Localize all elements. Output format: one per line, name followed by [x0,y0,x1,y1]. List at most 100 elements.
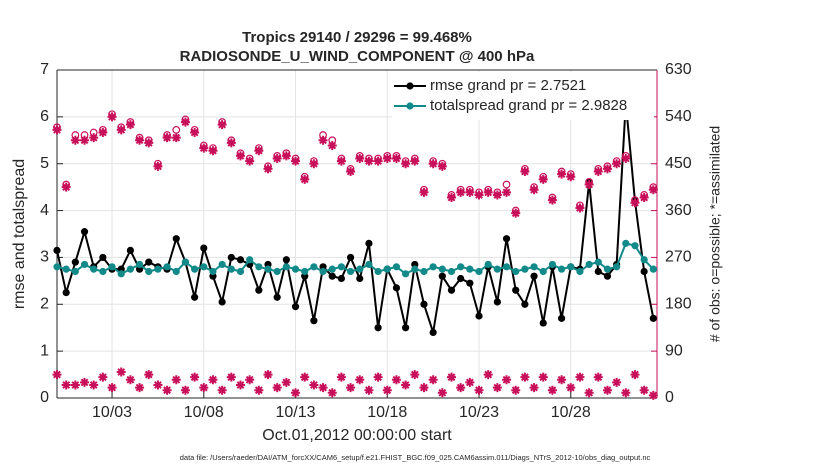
data-point [191,293,199,301]
data-point [208,146,218,156]
data-point [327,388,337,398]
data-point [622,239,630,247]
data-point [492,190,502,200]
data-point [557,169,567,179]
data-point [483,370,493,380]
data-point [493,265,501,273]
data-point [538,372,548,382]
data-point [382,154,392,164]
data-point [630,198,640,208]
data-point [437,161,447,171]
data-point [410,156,420,166]
data-point [107,383,117,393]
data-point [648,390,658,400]
data-point [53,263,61,271]
data-point [420,267,428,276]
data-point [318,383,328,393]
data-point [484,260,492,269]
data-point [245,156,255,166]
data-point [365,239,373,247]
data-point [254,385,264,395]
data-point [512,267,520,276]
data-point [391,375,401,385]
data-point [301,267,309,276]
data-point [227,253,235,262]
data-point [264,265,272,273]
data-point [336,156,346,166]
data-point [117,270,125,278]
data-point [153,161,163,171]
data-point [438,272,446,280]
data-point [282,256,290,264]
chart-title: Tropics 29140 / 29296 = 99.468% [242,29,472,46]
y2-tick-label: 450 [665,155,692,172]
data-point [300,372,310,382]
data-point [108,263,116,271]
x-tick-label: 10/23 [459,404,499,421]
data-point [199,143,209,153]
data-point [282,263,290,271]
data-point [483,187,493,197]
data-point [437,388,447,398]
data-point [236,256,245,264]
data-point [318,135,328,145]
data-point [246,256,254,264]
data-point [402,324,410,332]
data-point [603,272,612,280]
data-point [602,164,612,174]
x-axis-label: Oct.01,2012 00:00:00 start [262,427,452,444]
data-point [456,383,466,393]
data-point [457,263,465,271]
data-point [310,263,318,271]
data-point [227,265,235,273]
data-point [70,380,80,390]
data-point [62,265,70,273]
data-point [593,372,603,382]
data-point [209,267,217,276]
data-point [649,265,657,273]
y-tick-label: 3 [40,249,49,266]
data-point [566,172,576,182]
data-point [639,385,649,395]
y2-tick-label: 270 [665,249,692,266]
data-point [520,372,530,382]
y-tick-label: 7 [40,61,49,78]
legend-label: totalspread grand pr = 2.9828 [430,97,627,114]
data-point [474,385,484,395]
data-point [502,375,512,385]
x-tick-label: 10/13 [276,404,316,421]
data-point [410,370,420,380]
data-point [328,265,336,273]
data-point [529,383,539,393]
data-point [336,372,346,382]
data-point [126,246,134,254]
data-point [172,235,180,243]
data-point [52,370,62,380]
data-point [575,372,585,382]
data-point [309,380,319,390]
data-point [428,375,438,385]
data-point [548,260,557,269]
data-point [612,377,622,387]
y2-tick-label: 630 [665,61,692,78]
data-point [162,385,172,395]
data-point [255,286,263,294]
data-point [291,388,301,398]
data-point [538,174,548,184]
data-point [199,383,209,393]
data-point [235,380,245,390]
data-point [575,203,585,213]
data-point [648,185,658,195]
data-point [356,265,364,273]
data-point [465,377,475,387]
data-point [356,274,364,283]
data-point [53,246,61,254]
data-point [346,383,356,393]
data-point [613,263,621,271]
data-point [125,375,135,385]
data-point [547,195,557,205]
data-point [291,156,301,166]
data-point [566,383,576,393]
data-point [502,263,511,271]
